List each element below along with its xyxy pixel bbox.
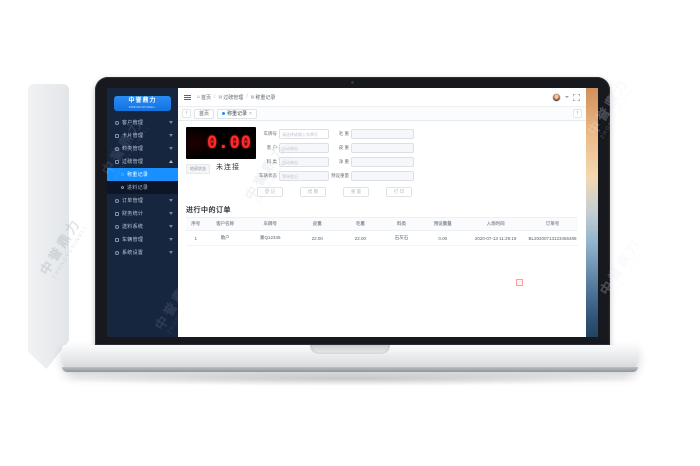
tab-weigh-records[interactable]: 称重记录 [217,108,257,119]
material-label: 料 类 [266,159,277,164]
laptop-shadow [45,372,655,386]
chevron-down-icon [169,147,173,150]
chevron-down-icon [169,199,173,202]
sidebar-item-weighing[interactable]: 过磅管理 [107,155,178,168]
chevron-down-icon [169,212,173,215]
vehicle-status-input[interactable] [279,171,329,181]
print-button[interactable]: 打 印 [386,187,412,197]
hamburger-icon[interactable] [184,94,191,100]
laptop-screen: 中誉鼎力 ZHONGYUDINGLI 客户管理 卡片管理 [95,77,610,345]
plate-input[interactable] [279,129,329,139]
record-icon [121,173,124,176]
scale-icon [115,159,119,164]
breadcrumb-weighing[interactable]: 过磅管理 [218,94,243,101]
tab-bar: ‹ 首页 称重记录 › [178,107,586,121]
breadcrumb-records[interactable]: 称重记录 [251,94,275,101]
background-strip [28,84,69,369]
settle-button[interactable]: 结 算 [300,187,326,197]
orders-table: 序号 客户名称 车牌号 皮重 毛重 料类 预设重量 入场时间 订单号 [186,217,578,246]
webcam-dot [351,81,354,84]
header-right [552,92,580,102]
scale-weight-value: 0.00 [207,133,252,153]
laptop-base-notch [310,345,390,354]
sidebar-item-customers[interactable]: 客户管理 [107,116,178,129]
breadcrumb-separator [214,94,215,100]
top-header: 首页 过磅管理 称重记录 [178,88,586,107]
tab-scroll-left[interactable]: ‹ [182,109,191,118]
scale-status-tag: 地磅状态 [186,164,210,174]
sidebar-subitem-weigh-records[interactable]: 称重记录 [107,168,178,181]
card-icon [115,133,119,138]
customer-icon [115,120,119,125]
sidebar-subitem-feed-records[interactable]: 进料记录 [107,181,178,194]
orders-header-row: 序号 客户名称 车牌号 皮重 毛重 料类 预设重量 入场时间 订单号 [186,217,578,231]
breadcrumb: 首页 过磅管理 称重记录 [197,94,275,101]
feeding-icon [115,224,119,229]
material-input[interactable] [279,157,329,167]
vehicle-status-label: 车辆状态 [259,173,277,178]
preset-input[interactable] [351,171,414,181]
net-label: 净 重 [338,159,349,164]
sidebar-item-feeding[interactable]: 送料系统 [107,220,178,233]
menu-icon [218,94,222,100]
tab-home[interactable]: 首页 [194,108,215,119]
brand-logo-subtitle: ZHONGYUDINGLI [129,105,156,109]
sidebar-item-orders[interactable]: 订单管理 [107,194,178,207]
user-avatar[interactable] [552,92,561,102]
breadcrumb-home[interactable]: 首页 [197,94,211,101]
tab-scroll-right[interactable]: › [573,109,582,118]
settings-icon [115,250,119,255]
sidebar-item-vehicles[interactable]: 车辆管理 [107,233,178,246]
order-icon [115,198,119,203]
gross-label: 毛 重 [338,131,349,136]
page-content: 0.00 地磅状态 未连接 车牌号 客 户 料 类 车辆状态 [178,121,586,337]
chevron-down-icon [169,121,173,124]
register-button[interactable]: 登 记 [257,187,283,197]
record-icon [121,186,124,189]
desktop-wallpaper [586,88,598,337]
finance-icon [115,211,119,216]
gross-input[interactable] [351,129,414,139]
chevron-down-icon [565,96,569,98]
home-icon [197,94,200,100]
close-icon[interactable] [249,111,252,117]
sidebar: 中誉鼎力 ZHONGYUDINGLI 客户管理 卡片管理 [107,88,178,337]
customer-label: 客 户 [266,145,277,150]
breadcrumb-separator [246,94,247,100]
tare-input[interactable] [351,143,414,153]
laptop-base [62,345,638,372]
scale-status-value: 未连接 [216,164,240,171]
reset-button[interactable]: 重 置 [343,187,369,197]
sidebar-item-cards[interactable]: 卡片管理 [107,129,178,142]
orders-section-title: 进行中的订单 [186,207,231,214]
brand-logo-title: 中誉鼎力 [128,97,157,104]
sidebar-item-finance[interactable]: 财务统计 [107,207,178,220]
vehicle-icon [115,237,119,242]
sidebar-item-materials[interactable]: 料类管理 [107,142,178,155]
active-tab-dot [222,112,226,115]
material-icon [115,146,119,151]
brand-logo[interactable]: 中誉鼎力 ZHONGYUDINGLI [114,96,171,111]
red-marker [516,279,523,286]
chevron-down-icon [169,238,173,241]
menu-icon [251,94,255,100]
preset-label: 预设重量 [331,173,349,178]
customer-input[interactable] [279,143,329,153]
chevron-down-icon [169,225,173,228]
sidebar-menu: 客户管理 卡片管理 料类管理 [107,116,178,259]
orders-table-row[interactable]: 1 散户 蒙Q12345 22.00 22.00 石灰石 0.00 2020-0… [186,230,578,246]
net-input[interactable] [351,157,414,167]
fullscreen-icon[interactable] [573,93,580,101]
tare-label: 皮 重 [338,145,349,150]
chevron-up-icon [169,160,173,163]
chevron-down-icon [169,251,173,254]
plate-label: 车牌号 [263,131,278,136]
scale-led-display: 0.00 [186,127,256,159]
main-area: 首页 过磅管理 称重记录 [178,88,586,337]
chevron-down-icon [169,134,173,137]
sidebar-item-settings[interactable]: 系统设置 [107,246,178,259]
screen-display: 中誉鼎力 ZHONGYUDINGLI 客户管理 卡片管理 [107,88,598,337]
